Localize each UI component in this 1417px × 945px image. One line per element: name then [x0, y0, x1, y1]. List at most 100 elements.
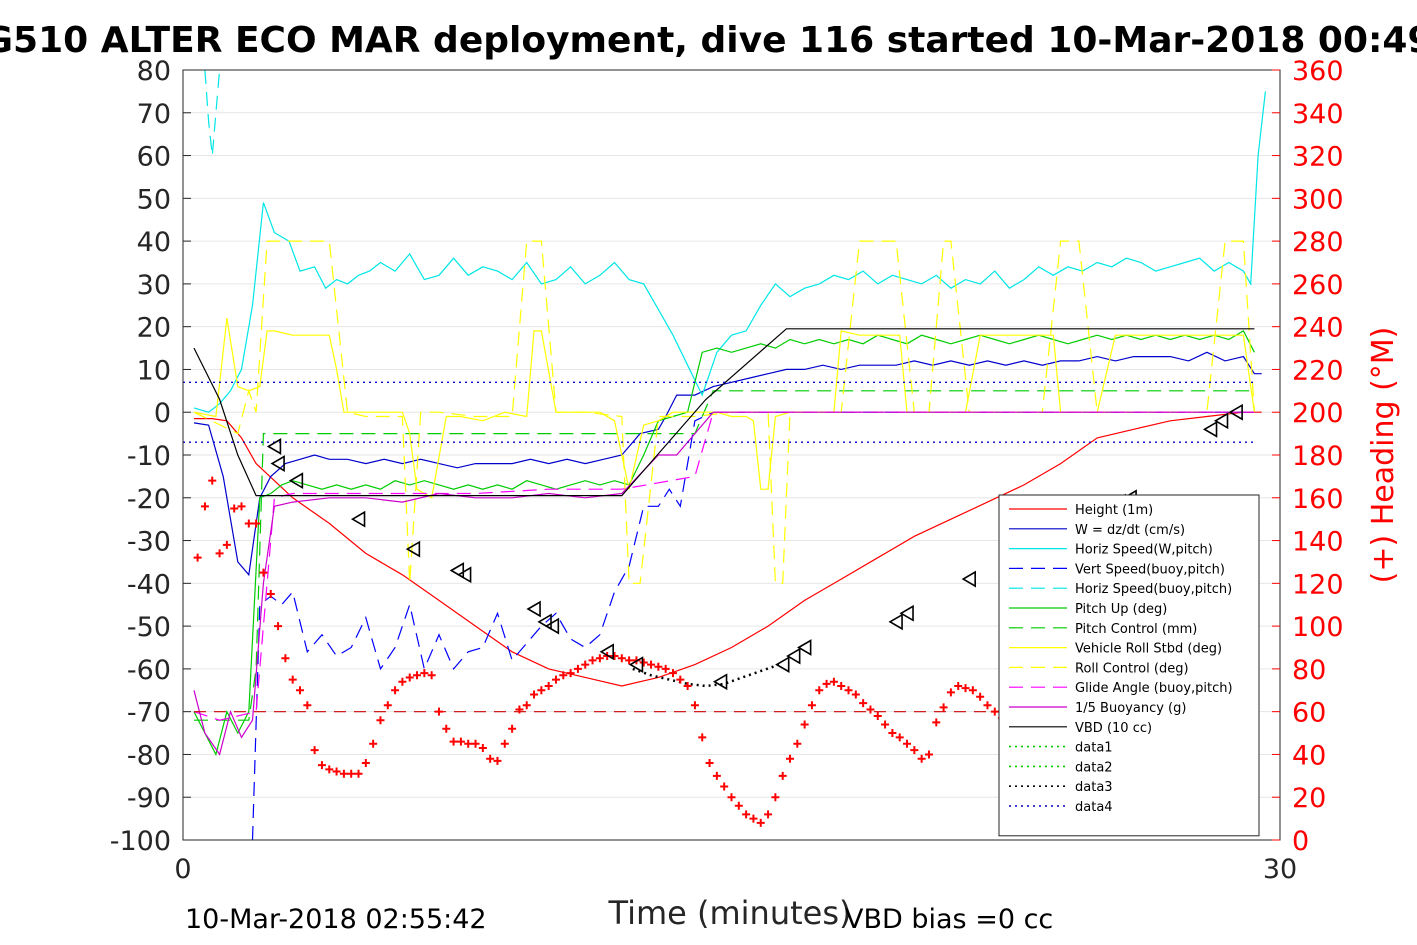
heading-point: [793, 739, 802, 748]
series-line: [193, 91, 1266, 413]
heading-point: [303, 701, 312, 710]
heading-point: [434, 707, 443, 716]
heading-point: [778, 771, 787, 780]
series-line: [632, 663, 780, 688]
triangle-marker: [599, 643, 614, 661]
triangle-marker: [888, 613, 903, 631]
heading-point: [259, 568, 268, 577]
heading-point: [215, 549, 224, 558]
heading-point: [910, 746, 919, 755]
series-height-1m: [194, 411, 1262, 687]
footer-timestamp: 10-Mar-2018 02:55:42: [185, 904, 487, 935]
triangle-marker: [1213, 412, 1229, 430]
y2-tick-label: 180: [1292, 441, 1344, 472]
heading-point: [332, 767, 341, 776]
heading-point: [617, 654, 626, 663]
legend-entry: Horiz Speed(buoy,pitch): [1075, 582, 1232, 597]
legend-entry: Pitch Up (deg): [1075, 602, 1167, 617]
heading-point: [829, 677, 838, 686]
heading-point: [639, 658, 648, 667]
heading-point: [317, 761, 326, 770]
y-tick-label: 50: [137, 184, 171, 215]
heading-point: [976, 692, 985, 701]
heading-point: [274, 622, 283, 631]
heading-point: [917, 754, 926, 763]
heading-point: [420, 669, 429, 678]
heading-point: [559, 671, 568, 680]
y2-tick-label: 160: [1292, 484, 1344, 515]
y2-tick-label: 60: [1292, 698, 1326, 729]
y-tick-label: -80: [127, 740, 171, 771]
heading-point: [954, 682, 963, 690]
triangle-marker: [628, 656, 644, 674]
heading-point: [508, 724, 517, 733]
triangle-marker: [270, 455, 285, 472]
heading-point: [573, 664, 582, 673]
y-tick-label: 0: [154, 398, 171, 429]
y-tick-label: 10: [137, 355, 171, 386]
triangle-marker: [961, 570, 976, 588]
series-vert-speed-buoy-pitch: [251, 411, 1244, 840]
heading-point: [493, 756, 502, 765]
heading-point: [252, 519, 261, 528]
left-axis: 80 70 60 50 40 30 20 10 0 -10 -20 -30 -40 -50 -60 -70 -8…: [110, 56, 191, 857]
heading-point: [690, 701, 699, 710]
heading-point: [698, 733, 707, 742]
y2-tick-label: 340: [1292, 99, 1344, 130]
series-pitch-up-deg: [193, 330, 1255, 757]
heading-point: [361, 759, 370, 767]
heading-point: [654, 662, 663, 671]
legend-entry: Vert Speed(buoy,pitch): [1075, 562, 1225, 577]
heading-point: [471, 739, 480, 748]
y-tick-label: -60: [127, 655, 171, 686]
heading-point: [515, 705, 524, 714]
heading-point: [310, 746, 319, 755]
heading-point: [742, 810, 751, 819]
legend-entry: data3: [1075, 780, 1113, 795]
y2-tick-label: 320: [1292, 142, 1344, 173]
heading-point: [851, 690, 860, 699]
y-tick-label: 80: [137, 56, 171, 87]
y-tick-label: -70: [127, 698, 171, 729]
x-tick-label: 0: [174, 854, 191, 885]
heading-point: [749, 814, 758, 823]
heading-point: [230, 504, 239, 513]
heading-point: [647, 660, 656, 669]
heading-point: [339, 769, 348, 778]
x-axis-label: Time (minutes): [608, 894, 852, 932]
heading-markers: [193, 476, 1094, 827]
triangle-marker: [544, 617, 560, 635]
heading-point: [676, 675, 685, 684]
y2-tick-label: 260: [1292, 270, 1344, 301]
right-axis: 3603403203002802602402202001801601401201…: [1272, 56, 1344, 857]
heading-point: [398, 677, 407, 686]
y-tick-label: -10: [127, 441, 171, 472]
heading-point: [800, 720, 809, 729]
series-vbd-10-cc: [193, 328, 1255, 497]
triangle-marker: [537, 613, 552, 631]
legend-entry: Roll Control (deg): [1075, 661, 1189, 676]
y-tick-label: -100: [110, 826, 171, 857]
heading-point: [296, 686, 305, 695]
y2-tick-label: 140: [1292, 527, 1344, 558]
heading-point: [456, 737, 465, 746]
y2-tick-label: 0: [1292, 826, 1309, 857]
heading-point: [727, 793, 736, 802]
y-tick-label: 20: [137, 313, 171, 344]
heading-point: [427, 671, 436, 680]
triangle-marker: [1228, 403, 1243, 421]
heading-point: [551, 675, 560, 684]
series-data4: [183, 381, 1255, 443]
series-line: [194, 390, 1255, 721]
heading-point: [376, 716, 385, 725]
series-line: [193, 328, 1255, 497]
heading-point: [764, 810, 773, 819]
x-tick-label: 30: [1263, 854, 1297, 885]
legend-entry: 1/5 Buoyancy (g): [1075, 701, 1186, 716]
heading-point: [712, 771, 721, 780]
heading-point: [734, 801, 743, 810]
legend-box: [998, 494, 1260, 837]
heading-point: [566, 669, 575, 678]
heading-point: [881, 720, 890, 729]
